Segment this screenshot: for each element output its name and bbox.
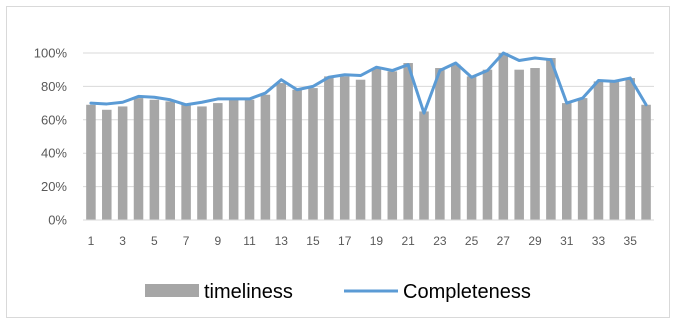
completeness-line-group <box>89 51 648 115</box>
bar-timeliness <box>102 109 112 220</box>
bar-timeliness <box>181 104 191 220</box>
bar-timeliness <box>165 101 175 220</box>
bar-timeliness <box>530 68 540 220</box>
chart-frame <box>6 6 670 318</box>
bar-timeliness <box>292 89 302 221</box>
bar-timeliness <box>244 99 255 220</box>
x-tick-label: 31 <box>560 234 574 248</box>
bar-timeliness <box>625 78 635 220</box>
bar-timeliness <box>149 99 160 220</box>
y-tick-label: 100% <box>34 46 68 61</box>
x-tick-label: 17 <box>338 234 352 248</box>
x-tick-label: 23 <box>433 234 447 248</box>
x-tick-label: 5 <box>151 234 158 248</box>
bar-timeliness <box>260 94 271 220</box>
bar-timeliness <box>213 103 223 220</box>
bar-timeliness <box>577 98 588 220</box>
y-tick-label: 40% <box>41 146 67 161</box>
bar-timeliness <box>593 81 604 220</box>
bar-timeliness <box>86 104 96 220</box>
x-tick-label: 11 <box>243 234 256 248</box>
bar-timeliness <box>609 81 620 220</box>
legend-swatch-timeliness <box>145 284 199 297</box>
bar-timeliness <box>435 68 445 220</box>
y-tick-label: 0% <box>48 213 67 228</box>
bar-timeliness <box>546 58 556 221</box>
bar-timeliness <box>419 111 429 220</box>
legend-label-timeliness: timeliness <box>204 281 293 303</box>
x-tick-label: 33 <box>592 234 606 248</box>
y-tick-label: 60% <box>41 112 67 127</box>
gridlines <box>83 52 654 188</box>
bar-timeliness <box>276 83 287 220</box>
bar-timeliness <box>308 88 318 220</box>
x-tick-label: 27 <box>497 234 511 248</box>
x-tick-label: 1 <box>88 234 95 248</box>
bar-timeliness <box>371 68 382 220</box>
bar-timeliness <box>355 79 366 220</box>
bar-timeliness <box>498 53 509 220</box>
bar-timeliness <box>403 63 413 220</box>
x-axis-ticks: 1 3 5 7 9 11 13 15 17 19 21 23 25 27 29 31 33 35 <box>88 234 638 248</box>
x-tick-label: 29 <box>528 234 542 248</box>
x-tick-label: 19 <box>370 234 384 248</box>
bar-timeliness <box>339 76 350 220</box>
bar-timeliness <box>197 106 207 220</box>
bar-timeliness <box>450 64 461 220</box>
y-axis-ticks: 0% 20% 40% 60% 80% 100% <box>34 46 68 228</box>
line-completeness <box>89 51 648 115</box>
x-tick-label: 15 <box>306 234 320 248</box>
bar-timeliness <box>387 71 398 221</box>
legend-label-completeness: Completeness <box>403 281 531 303</box>
bar-timeliness <box>324 76 334 220</box>
x-tick-label: 7 <box>183 234 190 248</box>
bar-timeliness <box>641 104 651 220</box>
legend: timeliness Completeness <box>145 281 531 303</box>
bar-timeliness <box>466 76 477 220</box>
bar-timeliness <box>228 99 239 220</box>
y-tick-label: 80% <box>41 79 67 94</box>
x-tick-label: 9 <box>214 234 221 248</box>
bar-timeliness <box>514 69 524 220</box>
bar-timeliness <box>117 106 128 220</box>
x-tick-label: 25 <box>465 234 479 248</box>
timeliness-bars <box>86 53 651 221</box>
x-tick-label: 3 <box>119 234 126 248</box>
y-tick-label: 20% <box>41 179 67 194</box>
x-tick-label: 35 <box>624 234 638 248</box>
bar-timeliness <box>133 98 144 220</box>
bar-timeliness <box>482 69 493 220</box>
x-tick-label: 13 <box>275 234 289 248</box>
x-tick-label: 21 <box>401 234 415 248</box>
bar-timeliness <box>562 103 572 220</box>
